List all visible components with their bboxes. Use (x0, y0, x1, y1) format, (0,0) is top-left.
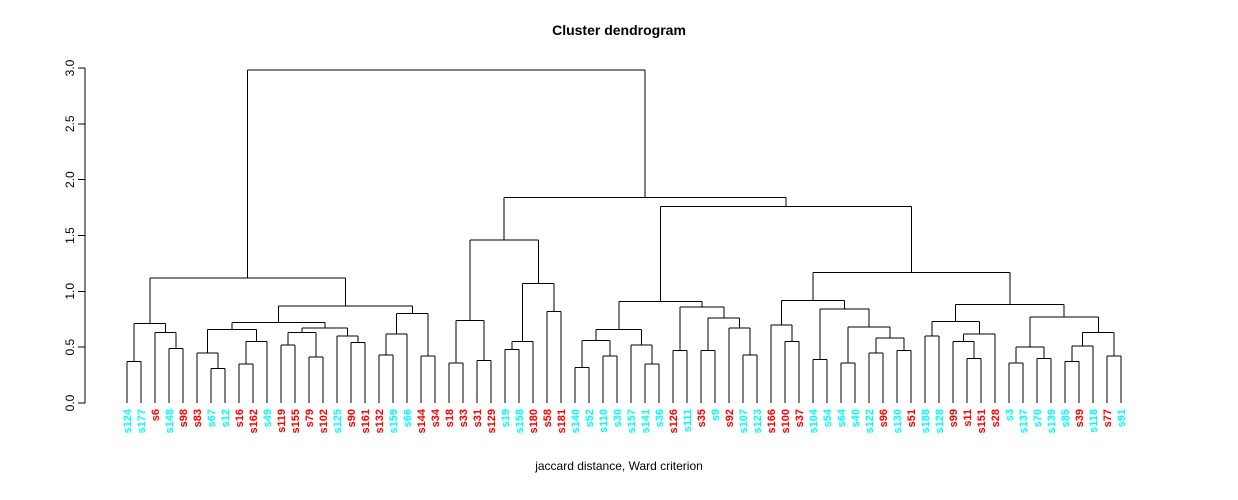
leaf-label: s130 (892, 409, 904, 433)
leaf-label: s85 (1060, 409, 1072, 427)
y-axis-tick-label: 1.0 (63, 283, 77, 300)
leaf-label: s180 (528, 409, 540, 433)
leaf-label: s40 (850, 409, 862, 427)
leaf-label: s37 (794, 409, 806, 427)
y-axis-tick-label: 0.0 (63, 394, 77, 411)
leaf-label: s159 (388, 409, 400, 433)
leaf-label: s90 (346, 409, 358, 427)
leaf-label: s126 (668, 409, 680, 433)
leaf-label: s158 (514, 409, 526, 433)
leaf-label: s110 (598, 409, 610, 433)
leaf-label: s100 (780, 409, 792, 433)
leaf-label: s148 (164, 409, 176, 433)
leaf-label: s166 (766, 409, 778, 433)
leaf-label: s11 (962, 409, 974, 427)
leaf-label: s118 (1088, 409, 1100, 433)
leaf-label: s111 (682, 409, 694, 432)
leaf-label: s119 (276, 409, 288, 433)
leaf-label: s77 (1102, 409, 1114, 427)
leaf-label: s177 (136, 409, 148, 433)
leaf-label: s34 (430, 408, 442, 427)
leaf-label: s92 (724, 409, 736, 427)
leaf-label: s91 (1116, 409, 1128, 427)
leaf-label: s107 (738, 409, 750, 433)
dendrogram-lines (126, 69, 1122, 403)
leaf-label: s123 (752, 409, 764, 433)
leaf-label: s39 (1074, 409, 1086, 427)
leaf-label: s64 (836, 408, 848, 427)
leaf-label: s122 (864, 409, 876, 433)
leaf-label: s151 (976, 409, 988, 433)
leaf-label: s33 (458, 409, 470, 427)
leaf-label: s98 (178, 409, 190, 427)
y-axis-tick-label: 3.0 (63, 59, 77, 76)
leaf-label: s6 (150, 409, 162, 421)
leaf-label: s128 (934, 409, 946, 433)
leaf-label: s16 (234, 409, 246, 427)
leaf-label: s139 (1046, 409, 1058, 433)
leaf-label: s104 (808, 408, 820, 433)
leaf-label: s144 (416, 408, 428, 433)
leaf-label: s35 (696, 409, 708, 427)
leaf-label: s79 (304, 409, 316, 427)
leaf-label: s83 (192, 409, 204, 427)
leaf-label: s162 (248, 409, 260, 433)
leaf-label: s28 (990, 409, 1002, 427)
y-axis-tick-label: 1.5 (63, 227, 77, 244)
leaf-label: s66 (402, 409, 414, 427)
x-axis-label: jaccard distance, Ward criterion (535, 459, 703, 473)
leaf-label: s36 (654, 409, 666, 427)
leaf-label: s67 (206, 409, 218, 427)
leaf-label: s70 (1032, 409, 1044, 427)
leaf-label: s137 (1018, 409, 1030, 433)
leaf-label: s188 (920, 409, 932, 433)
leaf-label: s124 (122, 408, 134, 433)
leaf-label: s54 (822, 408, 834, 427)
leaf-label: s49 (262, 409, 274, 427)
leaf-label: s3 (1004, 409, 1016, 421)
leaf-label: s155 (290, 409, 302, 433)
leaf-label: s125 (332, 409, 344, 433)
leaf-label: s30 (612, 409, 624, 427)
leaf-labels: s124 s177 s6 s148 s98 s83 s67 s12 s16 s162 s49 s119… (122, 408, 1128, 433)
leaf-label: s140 (570, 409, 582, 433)
leaf-label: s19 (500, 409, 512, 427)
leaf-label: s12 (220, 409, 232, 427)
leaf-label: s99 (948, 409, 960, 427)
y-axis-tick-label: 0.5 (63, 339, 77, 356)
chart-title: Cluster dendrogram (552, 22, 686, 38)
leaf-label: s31 (472, 409, 484, 427)
leaf-label: s96 (878, 409, 890, 427)
y-axis-tick-label: 2.0 (63, 171, 77, 188)
leaf-label: s58 (542, 409, 554, 427)
leaf-label: s132 (374, 409, 386, 433)
leaf-label: s51 (906, 409, 918, 427)
leaf-label: s141 (640, 409, 652, 433)
leaf-label: s157 (626, 409, 638, 433)
y-axis: 0.0 0.5 1.0 1.5 2.0 2.5 3.0 (63, 59, 86, 411)
leaf-label: s161 (360, 409, 372, 433)
y-axis-tick-label: 2.5 (63, 115, 77, 132)
leaf-label: s102 (318, 409, 330, 433)
leaf-label: s18 (444, 409, 456, 427)
leaf-label: s129 (486, 409, 498, 433)
leaf-label: s52 (584, 409, 596, 427)
leaf-label: s9 (710, 409, 722, 421)
leaf-label: s181 (556, 409, 568, 433)
